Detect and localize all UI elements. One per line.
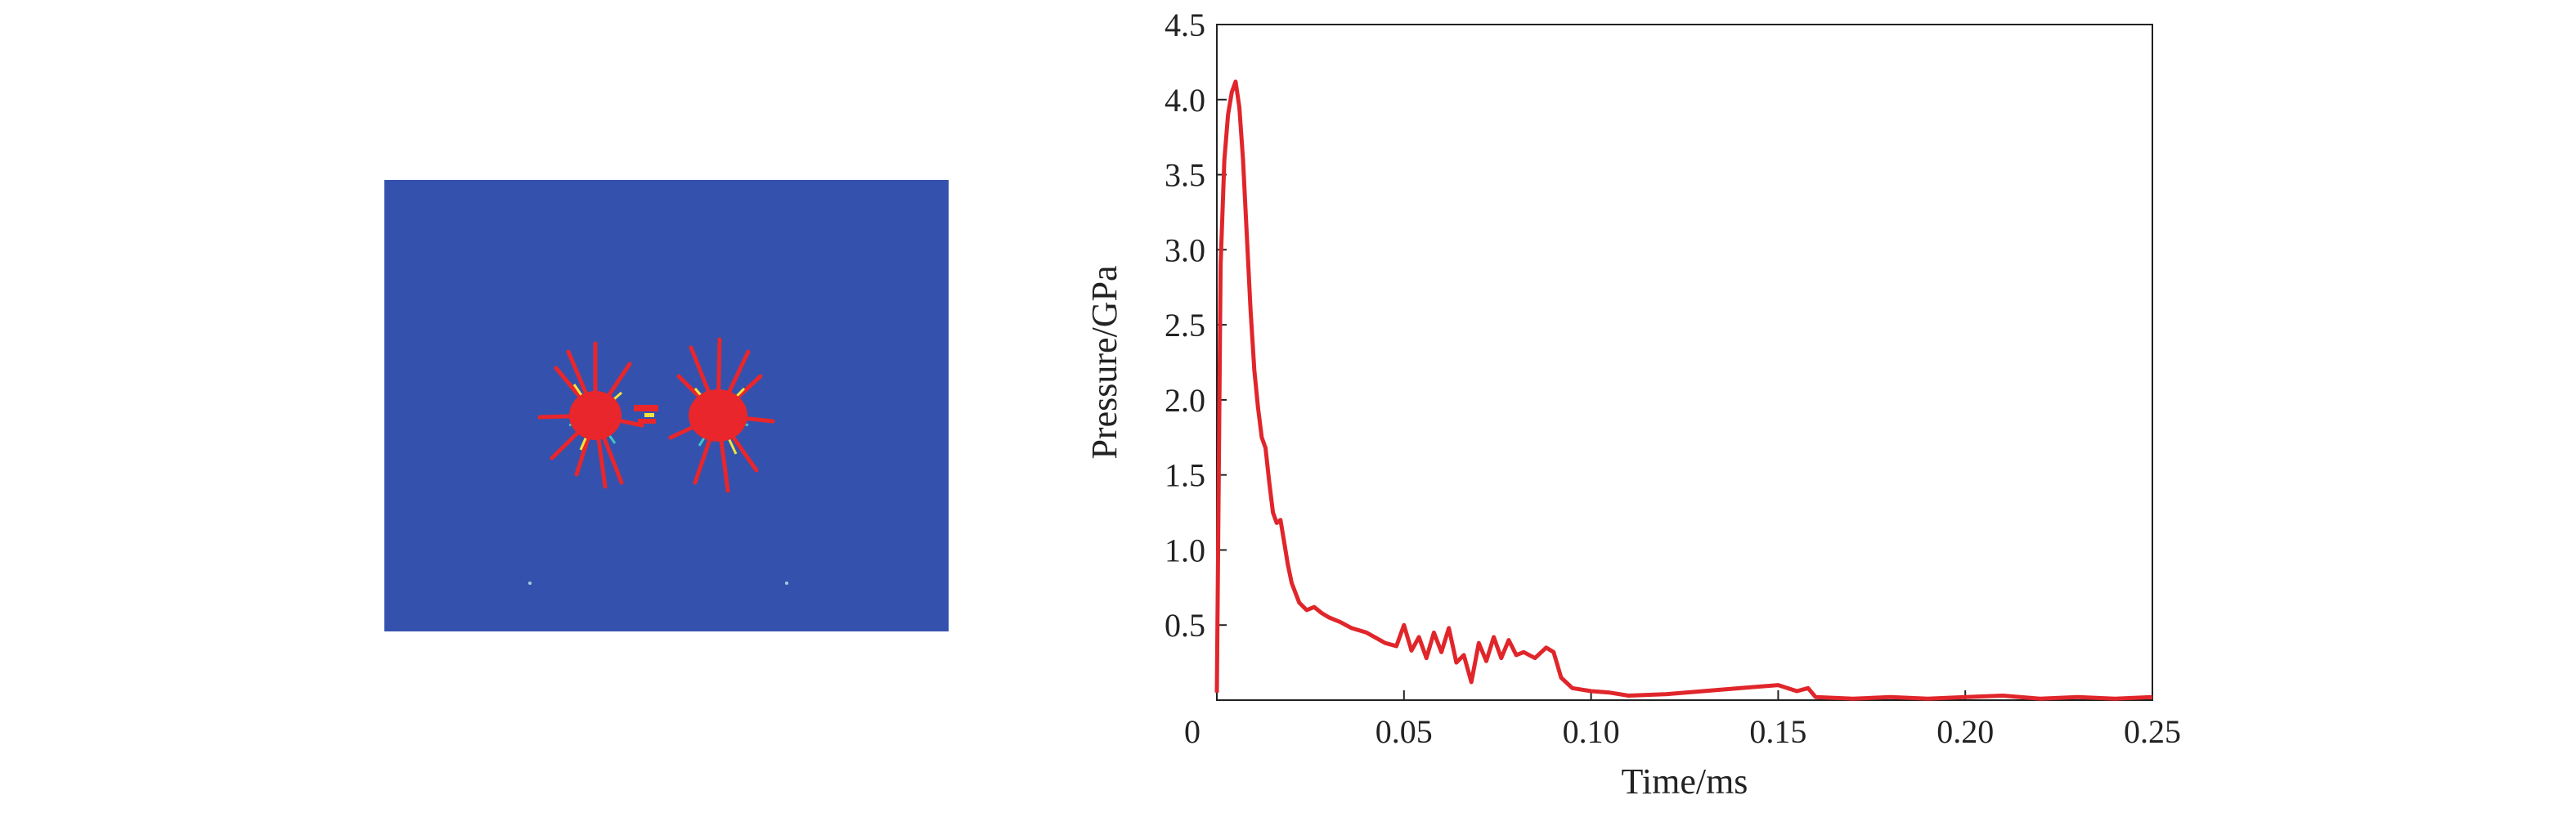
left-blast-pattern [537,341,644,489]
x-tick-label: 0.10 [1563,713,1620,750]
y-tick-label: 0.5 [1165,607,1205,644]
speck [528,582,532,585]
y-tick-label: 1.0 [1165,532,1205,568]
x-tick-label: 0.20 [1936,713,1994,750]
chart-series [1214,79,2153,701]
blast-simulation-image [528,337,788,585]
y-tick-label: 4.5 [1165,7,1205,43]
blast-simulation-panel [384,180,949,631]
y-tick-label: 3.5 [1165,157,1205,194]
x-tick-label: 0.25 [2124,713,2181,750]
x-tick-label: 0 [1184,713,1200,750]
x-tick-label: 0.15 [1749,713,1806,750]
y-tick-label: 2.5 [1165,307,1205,344]
y-tick-label: 3.0 [1165,231,1205,268]
y-tick-label: 2.0 [1165,382,1205,419]
blast-connector [634,405,658,424]
y-axis-title: Pressure/GPa [1084,265,1124,459]
y-tick-label: 1.5 [1165,457,1205,494]
plot-frame [1216,24,2153,701]
y-tick-label: 4.0 [1165,82,1205,119]
chart-ticks: 0 0.05 0.10 0.15 0.20 0.25 0.5 1.0 1.5 2.0 2.5 3.0 3… [1165,7,2181,750]
right-blast-pattern [668,337,775,493]
chart-axes [1216,24,2153,701]
x-tick-label: 0.05 [1376,713,1433,750]
pressure-series-line [1214,79,2153,701]
x-axis-title: Time/ms [1622,761,1748,802]
speck [785,582,788,585]
